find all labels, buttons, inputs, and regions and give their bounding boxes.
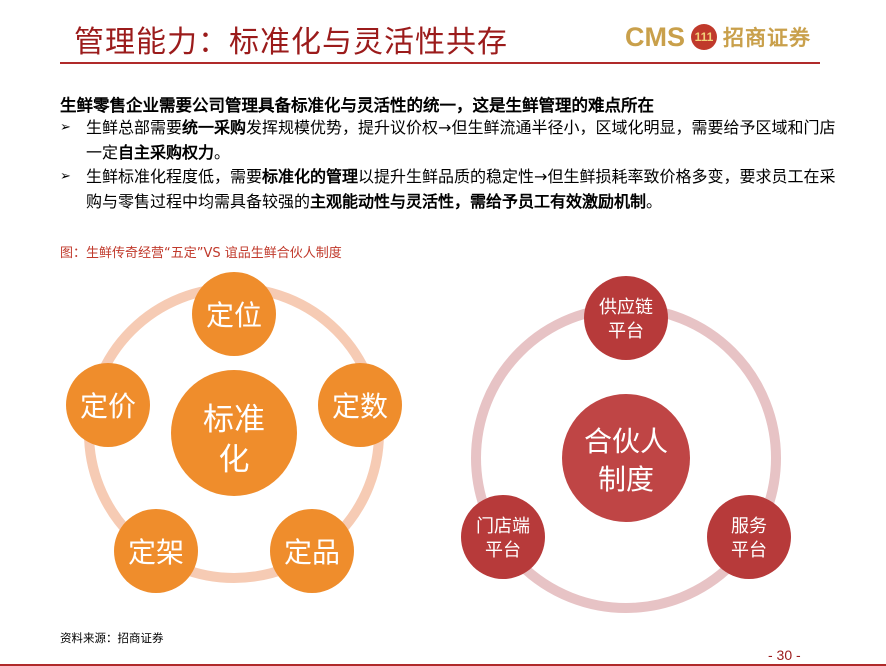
center-label-line2: 制度 [598,463,654,496]
center-label-line1: 标准 [203,402,265,438]
node-quantity [318,363,402,447]
node-label-line2: 平台 [731,540,767,561]
node-label: 定数 [332,390,388,423]
bullet-segment: 。 [646,192,663,211]
node-label: 定架 [128,536,184,569]
diagram-partner-system: 合伙人 制度 供应链 平台 服务 平台 门店端 平台 [461,276,791,613]
bullet-emphasis: 统一采购 [182,118,247,137]
bullet-segment: 。 [214,143,231,162]
node-label-line2: 平台 [608,321,644,342]
bullet-segment: 生鲜总部需要 [86,118,183,137]
logo-cms-text: CMS [625,21,685,52]
logo-company-name: 招商证券 [723,26,811,50]
page-title: 管理能力：标准化与灵活性共存 [74,25,508,60]
node-service-platform [707,495,791,579]
bullet-item: ➢ 生鲜标准化程度低，需要标准化的管理以提升生鲜品质的稳定性→但生鲜损耗率致价格… [60,164,840,239]
bullet-emphasis: 自主采购权力 [118,143,215,162]
node-label: 定位 [206,299,262,332]
bullet-emphasis: 主观能动性与灵活性，需给予员工有效激励机制 [310,192,647,211]
node-supply-chain-platform [584,276,668,360]
title-divider [60,62,820,64]
figure-caption: 图：生鲜传奇经营“五定”VS 谊品生鲜合伙人制度 [60,246,342,261]
bullet-segment: 生鲜标准化程度低，需要 [86,167,263,186]
node-label: 定品 [284,536,340,569]
arrow-bullet-icon: ➢ [60,169,71,184]
source-note: 资料来源：招商证券 [60,631,164,645]
bullet-emphasis: 标准化的管理 [262,167,359,186]
company-logo: CMS 111 招商证券 [625,20,811,54]
node-price [66,363,150,447]
node-label-line1: 服务 [731,516,767,537]
node-shelf [114,509,198,593]
bottom-divider [0,664,886,666]
bullet-text: 生鲜总部需要统一采购发挥规模优势，提升议价权→但生鲜流通半径小，区域化明显，需要… [86,115,838,165]
node-label-line1: 门店端 [476,516,530,537]
bullet-segment: 发挥规模优势，提升议价权→但生鲜流通半径小，区域化明显，需要给予区域和门店一定 [86,118,836,162]
center-node-standardization [171,370,297,496]
node-product [270,509,354,593]
node-label-line2: 平台 [485,540,521,561]
bullet-segment: 以提升生鲜品质的稳定性→但生鲜损耗率致价格多变，要求员工在采购与零售过程中均需具… [86,167,836,211]
headline: 生鲜零售企业需要公司管理具备标准化与灵活性的统一，这是生鲜管理的难点所在 [60,96,654,115]
node-positioning [192,272,276,356]
node-label-line1: 供应链 [599,297,653,318]
page-number: - 30 - [768,647,801,663]
node-store-platform [461,495,545,579]
node-label: 定价 [80,390,136,423]
bullet-text: 生鲜标准化程度低，需要标准化的管理以提升生鲜品质的稳定性→但生鲜损耗率致价格多变… [86,164,838,214]
center-label-line1: 合伙人 [584,425,668,458]
center-node-partner-system [562,394,690,522]
diagram-five-standards: 标准 化 定位 定数 定品 定架 定价 [66,272,402,593]
logo-badge-icon: 111 [691,24,717,50]
center-label-line2: 化 [219,442,250,478]
arrow-bullet-icon: ➢ [60,120,71,135]
bullet-item: ➢ 生鲜总部需要统一采购发挥规模优势，提升议价权→但生鲜流通半径小，区域化明显，… [60,115,840,165]
